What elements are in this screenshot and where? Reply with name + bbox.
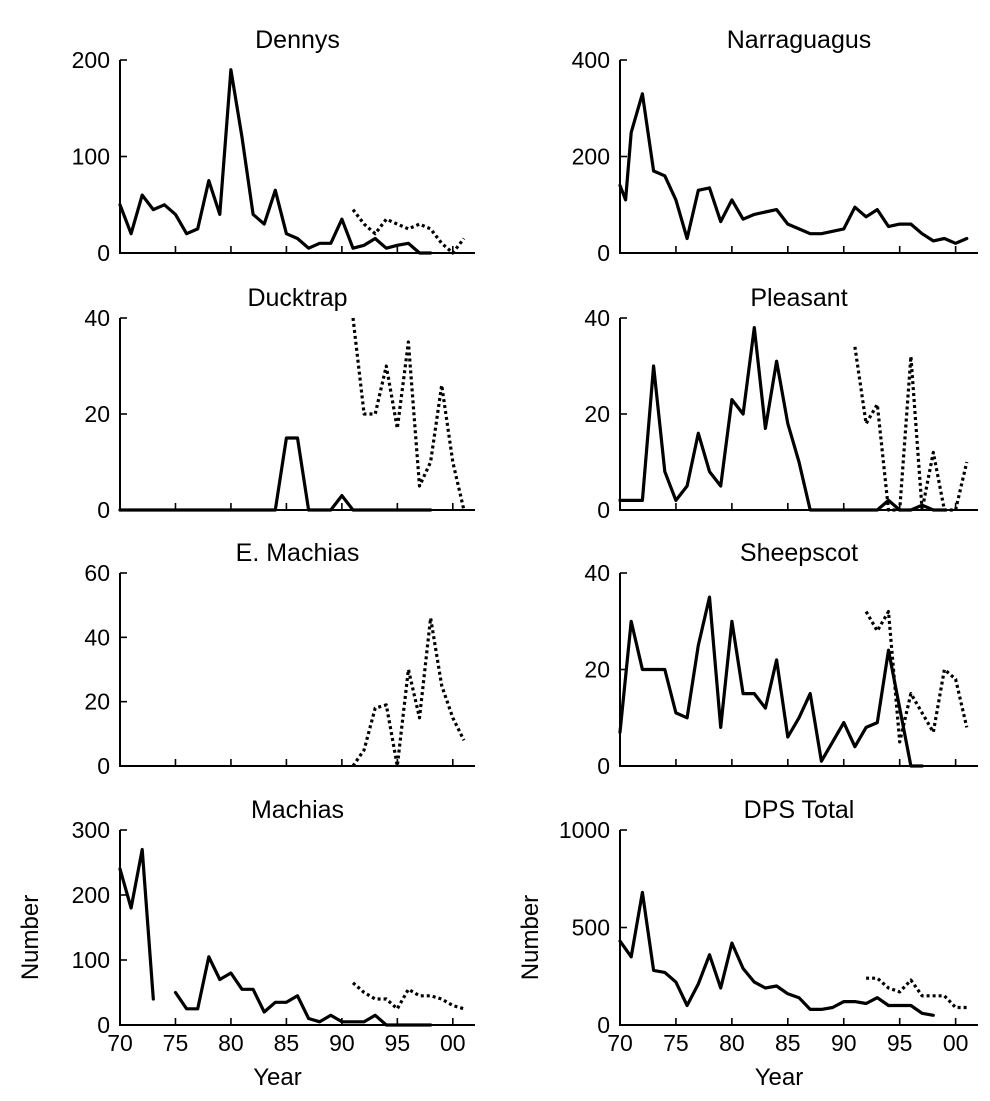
- panel-sheepscot: Sheepscot 0 20 40: [584, 539, 978, 779]
- axes-dennys: [119, 60, 475, 254]
- series-line-dps-total-1-dotted: [866, 976, 967, 1010]
- series-line-ducktrap-0-solid: [118, 436, 433, 512]
- series-line-dennys-0-solid: [118, 68, 433, 255]
- x-axis-label-dps-total: Year: [755, 1064, 804, 1091]
- x-tick-label-machias: 75: [163, 1030, 189, 1056]
- y-tick-label-machias: 200: [72, 882, 110, 908]
- y-tick-label-narraguagus: 0: [597, 240, 610, 266]
- y-tick-label-e-machias: 60: [84, 560, 110, 586]
- x-tick-label-machias: 90: [329, 1030, 355, 1056]
- y-tick-label-sheepscot: 20: [584, 657, 610, 683]
- series-line-machias-2-dotted: [351, 981, 465, 1011]
- y-tick-label-dennys: 200: [72, 47, 110, 73]
- y-tick-label-e-machias: 20: [84, 689, 110, 715]
- y-axis-label-dps-total: Number: [517, 895, 544, 980]
- x-tick-label-machias: 95: [385, 1030, 411, 1056]
- y-tick-label-ducktrap: 0: [97, 497, 110, 523]
- axes-sheepscot: [619, 573, 978, 767]
- axes-pleasant: [619, 318, 978, 511]
- panel-pleasant: Pleasant 0 20 40: [584, 284, 978, 523]
- panel-machias: Machias 0 100 200 300 70 75 80 85 90 95 00 Year Numbe…: [17, 796, 475, 1091]
- panel-title-ducktrap: Ducktrap: [247, 284, 347, 312]
- x-tick-label-dps-total: 00: [943, 1030, 969, 1056]
- x-axis-label-machias: Year: [253, 1064, 302, 1091]
- x-tick-label-machias: 85: [274, 1030, 300, 1056]
- y-tick-label-narraguagus: 200: [572, 144, 610, 170]
- series-line-narraguagus-0-solid: [618, 92, 969, 245]
- x-tick-label-dps-total: 75: [663, 1030, 689, 1056]
- panel-title-pleasant: Pleasant: [750, 284, 847, 312]
- x-tick-label-dps-total: 95: [887, 1030, 913, 1056]
- x-tick-label-dps-total: 80: [719, 1030, 745, 1056]
- y-tick-label-dps-total: 1000: [559, 817, 610, 843]
- axes-e-machias: [119, 573, 475, 767]
- axes-dps-total: [619, 830, 978, 1026]
- panel-title-dps-total: DPS Total: [744, 796, 855, 824]
- panel-ducktrap: Ducktrap 0 20 40: [84, 284, 475, 523]
- y-tick-label-e-machias: 40: [84, 624, 110, 650]
- series-line-pleasant-1-dotted: [853, 346, 969, 512]
- y-tick-label-ducktrap: 20: [84, 401, 110, 427]
- panel-title-sheepscot: Sheepscot: [740, 539, 858, 567]
- x-tick-label-dps-total: 70: [607, 1030, 633, 1056]
- series-line-sheepscot-1-dotted: [864, 610, 969, 744]
- y-tick-label-ducktrap: 40: [84, 305, 110, 331]
- panel-title-narraguagus: Narraguagus: [727, 26, 872, 54]
- panel-dennys: Dennys 0 100 200: [72, 26, 475, 266]
- y-tick-label-e-machias: 0: [97, 753, 110, 779]
- y-tick-label-dps-total: 500: [572, 915, 610, 941]
- x-tick-label-dps-total: 85: [775, 1030, 801, 1056]
- y-tick-label-pleasant: 40: [584, 305, 610, 331]
- series-line-dennys-1-dotted: [351, 208, 466, 255]
- y-tick-label-sheepscot: 0: [597, 753, 610, 779]
- y-tick-label-narraguagus: 400: [572, 47, 610, 73]
- y-tick-label-machias: 300: [72, 817, 110, 843]
- x-tick-label-machias: 00: [440, 1030, 466, 1056]
- panel-title-e-machias: E. Machias: [236, 539, 360, 567]
- series-line-machias-0-solid: [118, 847, 155, 1001]
- series-line-e-machias-0-dotted: [351, 616, 466, 768]
- panel-title-dennys: Dennys: [255, 26, 340, 54]
- y-tick-label-pleasant: 0: [597, 497, 610, 523]
- panel-dps-total: DPS Total 0 500 1000 70 75 80 85 90 95 00 Year Numbe…: [517, 796, 978, 1091]
- x-tick-label-dps-total: 90: [831, 1030, 857, 1056]
- y-tick-label-dps-total: 0: [597, 1012, 610, 1038]
- panel-title-machias: Machias: [251, 796, 344, 824]
- series-line-pleasant-0-solid: [618, 326, 946, 512]
- panel-e-machias: E. Machias 0 20 40 60: [84, 539, 475, 779]
- y-tick-label-machias: 0: [97, 1012, 110, 1038]
- x-tick-label-machias: 80: [218, 1030, 244, 1056]
- y-tick-label-sheepscot: 40: [584, 560, 610, 586]
- series-line-ducktrap-1-dotted: [351, 317, 466, 511]
- series-line-dps-total-0-solid: [618, 890, 935, 1017]
- y-tick-label-machias: 100: [72, 947, 110, 973]
- series-line-sheepscot-0-solid: [618, 595, 924, 768]
- x-tick-label-machias: 70: [107, 1030, 133, 1056]
- y-axis-label-machias: Number: [17, 895, 44, 980]
- series-line-machias-1-solid: [173, 955, 433, 1027]
- y-tick-label-pleasant: 20: [584, 401, 610, 427]
- panel-narraguagus: Narraguagus 0 200 400: [572, 26, 978, 266]
- y-tick-label-dennys: 100: [72, 144, 110, 170]
- axes-narraguagus: [619, 60, 978, 254]
- y-tick-label-dennys: 0: [97, 240, 110, 266]
